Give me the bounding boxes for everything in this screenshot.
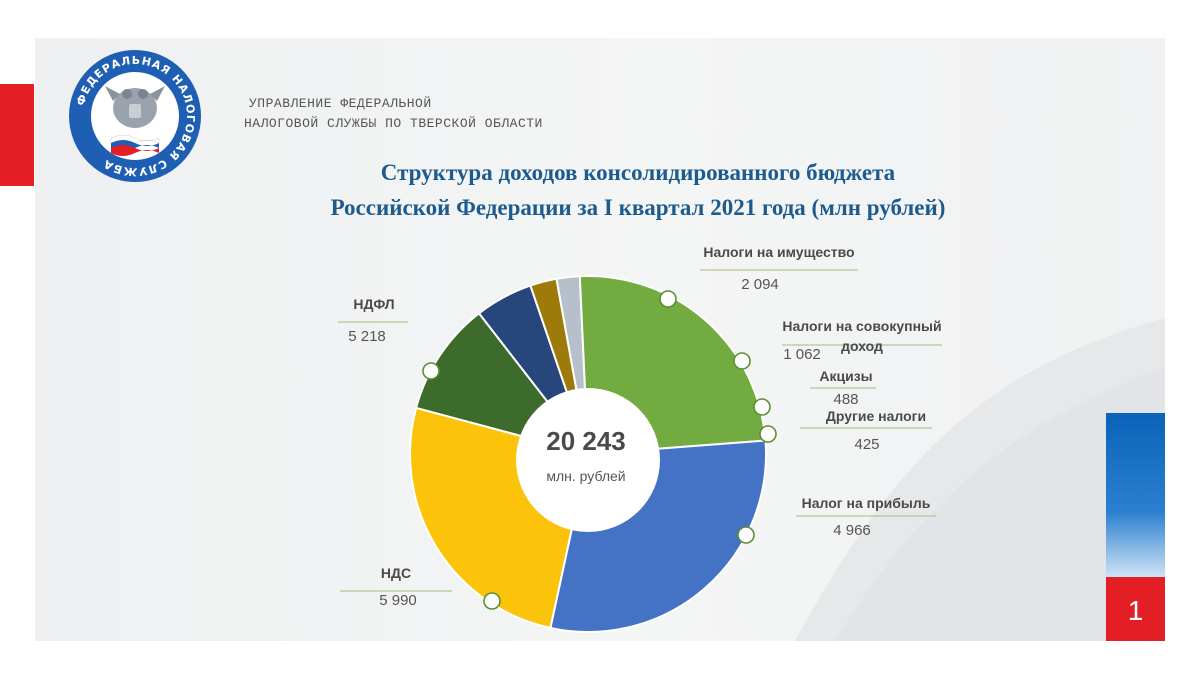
- flag-red-part: [1106, 577, 1165, 641]
- org-name-line1: УПРАВЛЕНИЕ ФЕДЕРАЛЬНОЙ: [249, 96, 432, 111]
- fns-emblem-logo: ФЕДЕРАЛЬНАЯ НАЛОГОВАЯ СЛУЖБА: [69, 50, 201, 182]
- slice-label-6: НДС: [381, 565, 411, 581]
- background-swoosh: [795, 318, 1165, 641]
- slice-label-3: Акцизы: [819, 368, 872, 384]
- eagle-icon: [105, 86, 165, 128]
- org-name-line2: НАЛОГОВОЙ СЛУЖБЫ ПО ТВЕРСКОЙ ОБЛАСТИ: [244, 116, 543, 131]
- slice-value-4: 425: [854, 436, 879, 453]
- slice-marker-3: [753, 398, 771, 416]
- slice-value-3: 488: [833, 391, 858, 408]
- slice-value-1: 2 094: [741, 276, 779, 293]
- slice-marker-6: [483, 592, 501, 610]
- slice-marker-1: [659, 290, 677, 308]
- slice-label-2: Налоги на совокупный доход: [782, 318, 941, 354]
- pie-center-unit: млн. рублей: [546, 468, 625, 484]
- chart-title-line1: Структура доходов консолидированного бюд…: [380, 160, 896, 185]
- chart-title-line2: Российской Федерации за I квартал 2021 г…: [330, 195, 946, 220]
- flag-blue-part: [1106, 413, 1165, 577]
- page-number: 1: [1127, 595, 1144, 626]
- slice-value-5: 4 966: [833, 522, 871, 539]
- slice-value-6: 5 990: [379, 592, 417, 609]
- pie-center-hole: [516, 388, 660, 532]
- right-flag-stripe: 1: [1106, 413, 1165, 641]
- slice-marker-5: [737, 526, 755, 544]
- russian-flag-icon: [110, 134, 160, 156]
- slice-marker-4: [759, 425, 777, 443]
- slice-marker-7: [422, 362, 440, 380]
- slice-marker-2: [733, 352, 751, 370]
- slice-value-2: 1 062: [783, 346, 821, 363]
- slice-label-4: Другие налоги: [826, 408, 926, 424]
- slice-label-7: НДФЛ: [353, 296, 394, 312]
- slice-label-5: Налог на прибыль: [802, 495, 931, 511]
- left-red-stripe: [0, 84, 34, 186]
- slice-value-7: 5 218: [348, 328, 386, 345]
- slice-label-1: Налоги на имущество: [703, 244, 854, 260]
- pie-center-total: 20 243: [546, 426, 626, 456]
